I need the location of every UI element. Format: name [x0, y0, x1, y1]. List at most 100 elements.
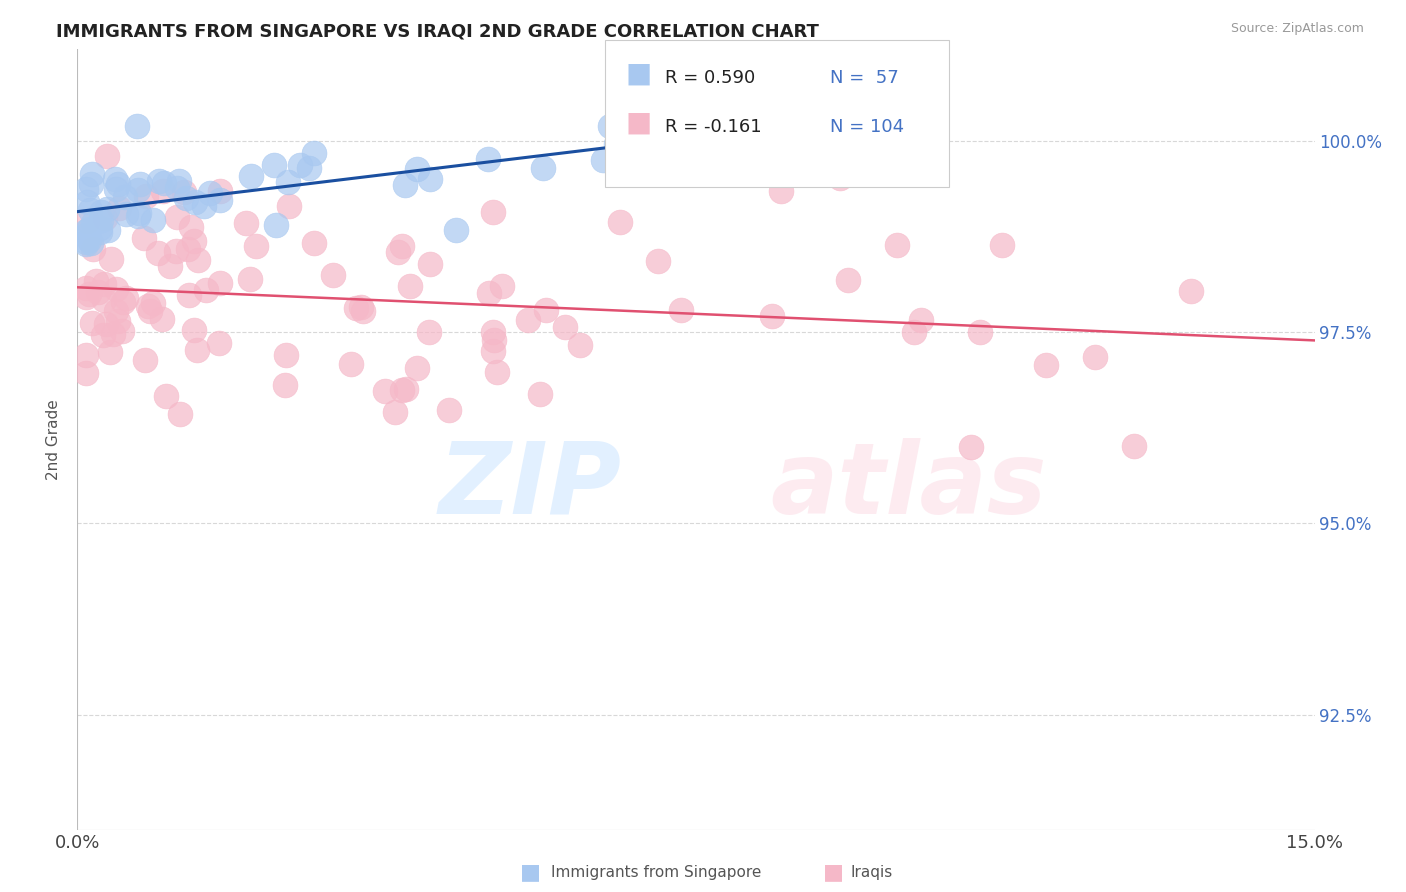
Point: [302, 236, 325, 251]
Point: [98, 345, 121, 359]
Point: [183, 323, 205, 337]
Point: [350, 300, 373, 314]
Point: [761, 309, 783, 323]
Point: [104, 172, 127, 186]
Point: [969, 325, 991, 339]
Point: [176, 191, 198, 205]
Point: [910, 313, 932, 327]
Point: [477, 152, 499, 166]
Point: [96, 202, 118, 216]
Point: [195, 283, 218, 297]
Text: ■: ■: [626, 60, 652, 88]
Point: [517, 313, 540, 327]
Point: [169, 407, 191, 421]
Point: [75, 366, 97, 380]
Point: [152, 185, 174, 199]
Text: N = 104: N = 104: [830, 118, 904, 136]
Point: [486, 365, 509, 379]
Point: [127, 209, 149, 223]
Point: [75, 348, 97, 362]
Point: [274, 348, 297, 362]
Point: [208, 184, 231, 198]
Text: ■: ■: [520, 863, 541, 882]
Point: [104, 182, 127, 196]
Point: [960, 440, 983, 454]
Point: [77, 287, 100, 301]
Point: [288, 159, 311, 173]
Point: [482, 325, 505, 339]
Point: [240, 169, 263, 183]
Point: [344, 301, 367, 316]
Point: [159, 259, 181, 273]
Point: [77, 222, 100, 236]
Point: [179, 287, 201, 301]
Point: [277, 175, 299, 189]
Text: ■: ■: [823, 863, 844, 882]
Point: [647, 254, 669, 268]
Point: [114, 190, 136, 204]
Point: [405, 360, 427, 375]
Point: [395, 382, 418, 396]
Point: [482, 333, 505, 347]
Point: [609, 214, 631, 228]
Point: [769, 184, 792, 198]
Point: [628, 148, 651, 162]
Point: [75, 228, 97, 243]
Point: [150, 311, 173, 326]
Point: [830, 171, 852, 186]
Text: R = 0.590: R = 0.590: [665, 70, 755, 87]
Point: [128, 178, 150, 192]
Point: [132, 231, 155, 245]
Point: [138, 299, 160, 313]
Point: [1180, 285, 1202, 299]
Point: [173, 185, 195, 199]
Point: [107, 314, 129, 328]
Point: [391, 239, 413, 253]
Point: [87, 285, 110, 299]
Point: [297, 161, 319, 175]
Text: Iraqis: Iraqis: [851, 865, 893, 880]
Point: [115, 207, 138, 221]
Text: Immigrants from Singapore: Immigrants from Singapore: [551, 865, 762, 880]
Point: [406, 162, 429, 177]
Point: [76, 213, 98, 227]
Text: ZIP: ZIP: [439, 438, 621, 534]
Point: [94, 211, 117, 225]
Point: [166, 210, 188, 224]
Text: Source: ZipAtlas.com: Source: ZipAtlas.com: [1230, 22, 1364, 36]
Point: [80, 177, 103, 191]
Point: [96, 149, 118, 163]
Point: [837, 273, 859, 287]
Point: [534, 303, 557, 318]
Point: [482, 204, 505, 219]
Point: [554, 320, 576, 334]
Point: [339, 357, 361, 371]
Point: [599, 119, 621, 133]
Point: [263, 158, 285, 172]
Point: [491, 279, 513, 293]
Point: [80, 167, 103, 181]
Point: [135, 189, 157, 203]
Point: [529, 386, 551, 401]
Point: [419, 172, 441, 186]
Point: [104, 304, 127, 318]
Point: [142, 213, 165, 227]
Point: [75, 235, 97, 249]
Point: [94, 317, 117, 331]
Text: ■: ■: [626, 108, 652, 136]
Point: [77, 233, 100, 247]
Point: [439, 403, 461, 417]
Point: [592, 153, 614, 168]
Point: [177, 243, 200, 257]
Point: [398, 278, 420, 293]
Point: [89, 225, 111, 239]
Point: [209, 193, 232, 207]
Point: [100, 252, 122, 267]
Point: [75, 281, 97, 295]
Point: [111, 324, 134, 338]
Point: [302, 146, 325, 161]
Point: [134, 353, 156, 368]
Point: [84, 274, 107, 288]
Y-axis label: 2nd Grade: 2nd Grade: [46, 399, 62, 480]
Point: [568, 338, 591, 352]
